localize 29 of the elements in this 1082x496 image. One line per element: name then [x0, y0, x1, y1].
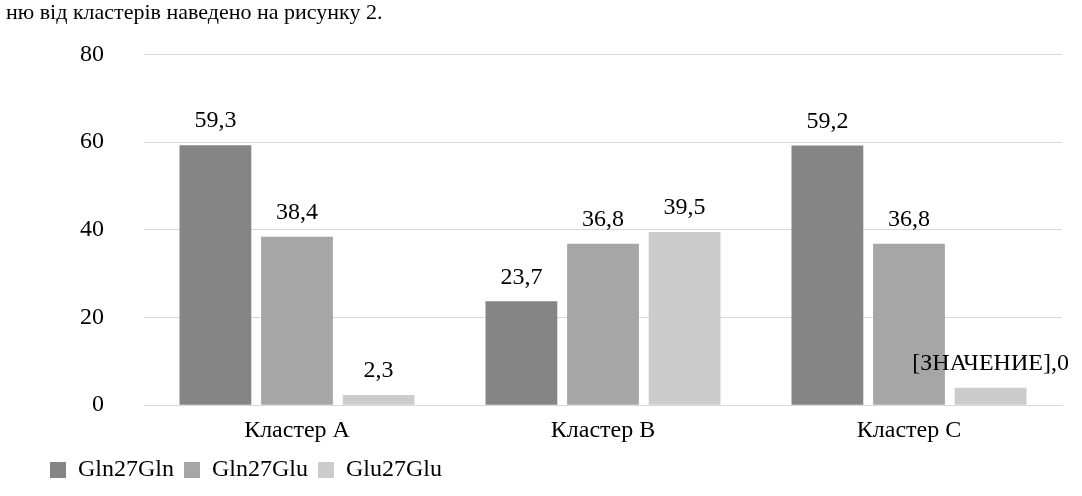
- y-tick-label: 80: [80, 39, 104, 66]
- x-tick-label: Кластер С: [856, 415, 962, 442]
- y-tick-label: 60: [80, 127, 104, 154]
- data-label: 59,2: [806, 106, 849, 133]
- y-tick-label: 0: [92, 390, 104, 417]
- x-tick-label: Кластер В: [550, 415, 656, 442]
- annotation: [ЗНАЧЕНИЕ],0: [912, 348, 1069, 375]
- text: ню від кластерів наведено на рисунку 2.: [6, 0, 383, 24]
- y-tick-label: 20: [80, 302, 104, 329]
- data-label: 38,4: [276, 198, 318, 225]
- data-label: 39,5: [663, 193, 706, 220]
- bar: [567, 243, 639, 405]
- bar: [648, 231, 721, 405]
- bar: [485, 301, 558, 405]
- bar: [791, 145, 864, 405]
- x-tick-label: Кластер А: [244, 415, 351, 442]
- legend-label: Glu27Glu: [346, 455, 442, 482]
- bar: [179, 145, 252, 405]
- data-label: 23,7: [500, 262, 543, 289]
- bar: [954, 387, 1027, 405]
- data-label: 36,8: [582, 205, 624, 232]
- data-label: 36,8: [888, 205, 930, 232]
- data-label: 2,3: [363, 356, 394, 383]
- data-label: 59,3: [194, 106, 237, 133]
- bar: [261, 236, 333, 405]
- bar: [342, 395, 415, 405]
- legend-label: Gln27Gln: [78, 455, 174, 482]
- y-tick-label: 40: [80, 215, 104, 242]
- legend-label: Gln27Glu: [212, 455, 308, 482]
